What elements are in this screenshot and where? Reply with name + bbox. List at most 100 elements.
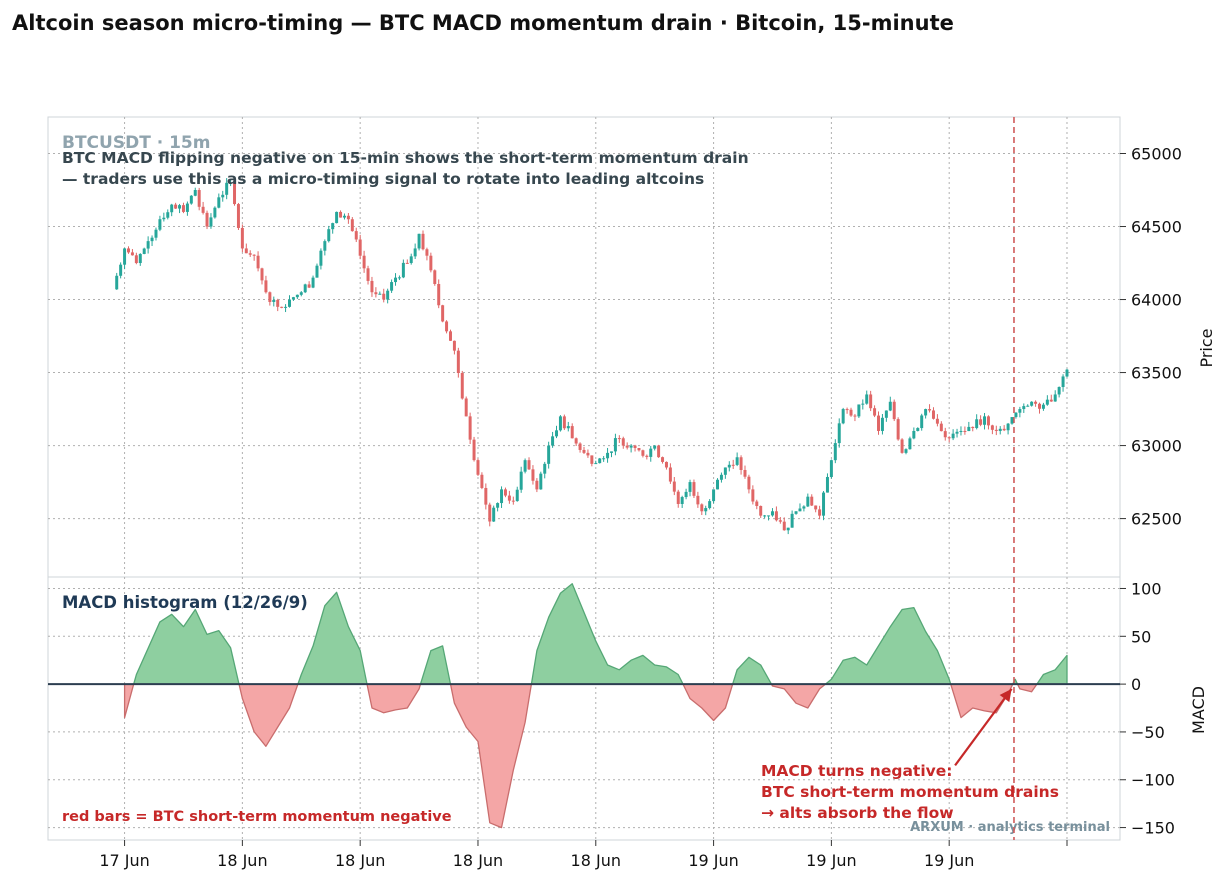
candle-body: [181, 205, 185, 212]
candle-body: [119, 264, 123, 276]
candle-body: [492, 507, 496, 522]
note-line-2: — traders use this as a micro-timing sig…: [62, 170, 704, 188]
candle: [672, 477, 676, 496]
candle: [197, 187, 201, 211]
candle-body: [295, 294, 299, 298]
candle-body: [244, 248, 248, 254]
candle-body: [445, 321, 449, 332]
candle: [358, 234, 362, 260]
price-y-tick-label: 64500: [1131, 218, 1182, 237]
candle: [900, 438, 904, 454]
candle-body: [339, 211, 343, 218]
candle: [637, 447, 641, 452]
candle-body: [225, 182, 229, 195]
candle: [692, 479, 696, 498]
price-y-tick-label: 62500: [1131, 510, 1182, 529]
candle-body: [1061, 376, 1065, 388]
candle-body: [1026, 405, 1030, 407]
candle-body: [154, 229, 158, 238]
candle-body: [967, 426, 971, 432]
candle-body: [657, 445, 661, 458]
candle-body: [873, 408, 877, 416]
candle: [1002, 425, 1006, 432]
candle: [1057, 386, 1061, 398]
candle-body: [362, 255, 366, 269]
candle: [327, 225, 331, 243]
candle-body: [916, 428, 920, 431]
candle-body: [971, 426, 975, 429]
candle: [959, 426, 963, 436]
candle: [747, 474, 751, 494]
candle-body: [1045, 399, 1049, 405]
candle-body: [1053, 394, 1057, 402]
candle-body: [562, 416, 566, 429]
candle-body: [390, 282, 394, 291]
candle: [684, 488, 688, 500]
candle-body: [460, 373, 464, 399]
candle-body: [935, 418, 939, 424]
candle-body: [429, 255, 433, 271]
candle-body: [456, 350, 460, 374]
candle: [248, 250, 252, 257]
candle-body: [716, 479, 720, 490]
macd-positive-area: [824, 606, 952, 685]
candle-body: [240, 227, 244, 249]
candle-body: [539, 473, 543, 490]
candle: [142, 247, 146, 255]
candle: [1006, 422, 1010, 435]
candle-body: [676, 491, 680, 504]
candle: [425, 247, 429, 261]
candle: [975, 414, 979, 430]
candle: [967, 421, 971, 432]
candle-body: [637, 448, 641, 451]
candle: [280, 306, 284, 309]
candle: [460, 370, 464, 400]
candle: [731, 459, 735, 469]
candle: [240, 224, 244, 253]
symbol-label: BTCUSDT · 15m: [62, 133, 210, 153]
candle-body: [256, 255, 260, 269]
candle: [260, 267, 264, 285]
candle-body: [578, 443, 582, 450]
candle: [1061, 374, 1065, 392]
candle-body: [983, 416, 987, 425]
candle-body: [335, 211, 339, 224]
candle-body: [1049, 399, 1053, 402]
candle-body: [476, 460, 480, 475]
candle-body: [861, 403, 865, 405]
candle-body: [723, 467, 727, 475]
candle-body: [272, 299, 276, 302]
candle-body: [209, 217, 213, 227]
candle-body: [448, 331, 452, 341]
candle-body: [727, 464, 731, 468]
candle: [786, 527, 790, 535]
candle: [602, 456, 606, 462]
candle: [543, 461, 547, 479]
candle: [413, 243, 417, 259]
candle-body: [880, 417, 884, 431]
candle-body: [649, 448, 653, 457]
candle-body: [661, 457, 665, 462]
annotation-line-2: BTC short-term momentum drains: [761, 783, 1059, 801]
candle: [939, 421, 943, 432]
macd-y-tick-label: −50: [1131, 723, 1165, 742]
candle-body: [519, 471, 523, 490]
candle-body: [582, 449, 586, 453]
candle: [303, 283, 307, 294]
candle: [661, 456, 665, 464]
candle: [1010, 417, 1014, 425]
x-tick-label: 18 Jun: [453, 851, 503, 870]
candle-body: [806, 496, 810, 507]
candle: [566, 421, 570, 432]
candle: [496, 502, 500, 512]
candle-body: [158, 219, 162, 230]
candle-body: [849, 409, 853, 416]
candle: [236, 202, 240, 230]
candle-body: [205, 212, 209, 227]
candle: [233, 182, 237, 206]
candle: [971, 426, 975, 432]
candle-body: [496, 503, 500, 508]
candle: [484, 483, 488, 510]
candle: [1018, 406, 1022, 418]
